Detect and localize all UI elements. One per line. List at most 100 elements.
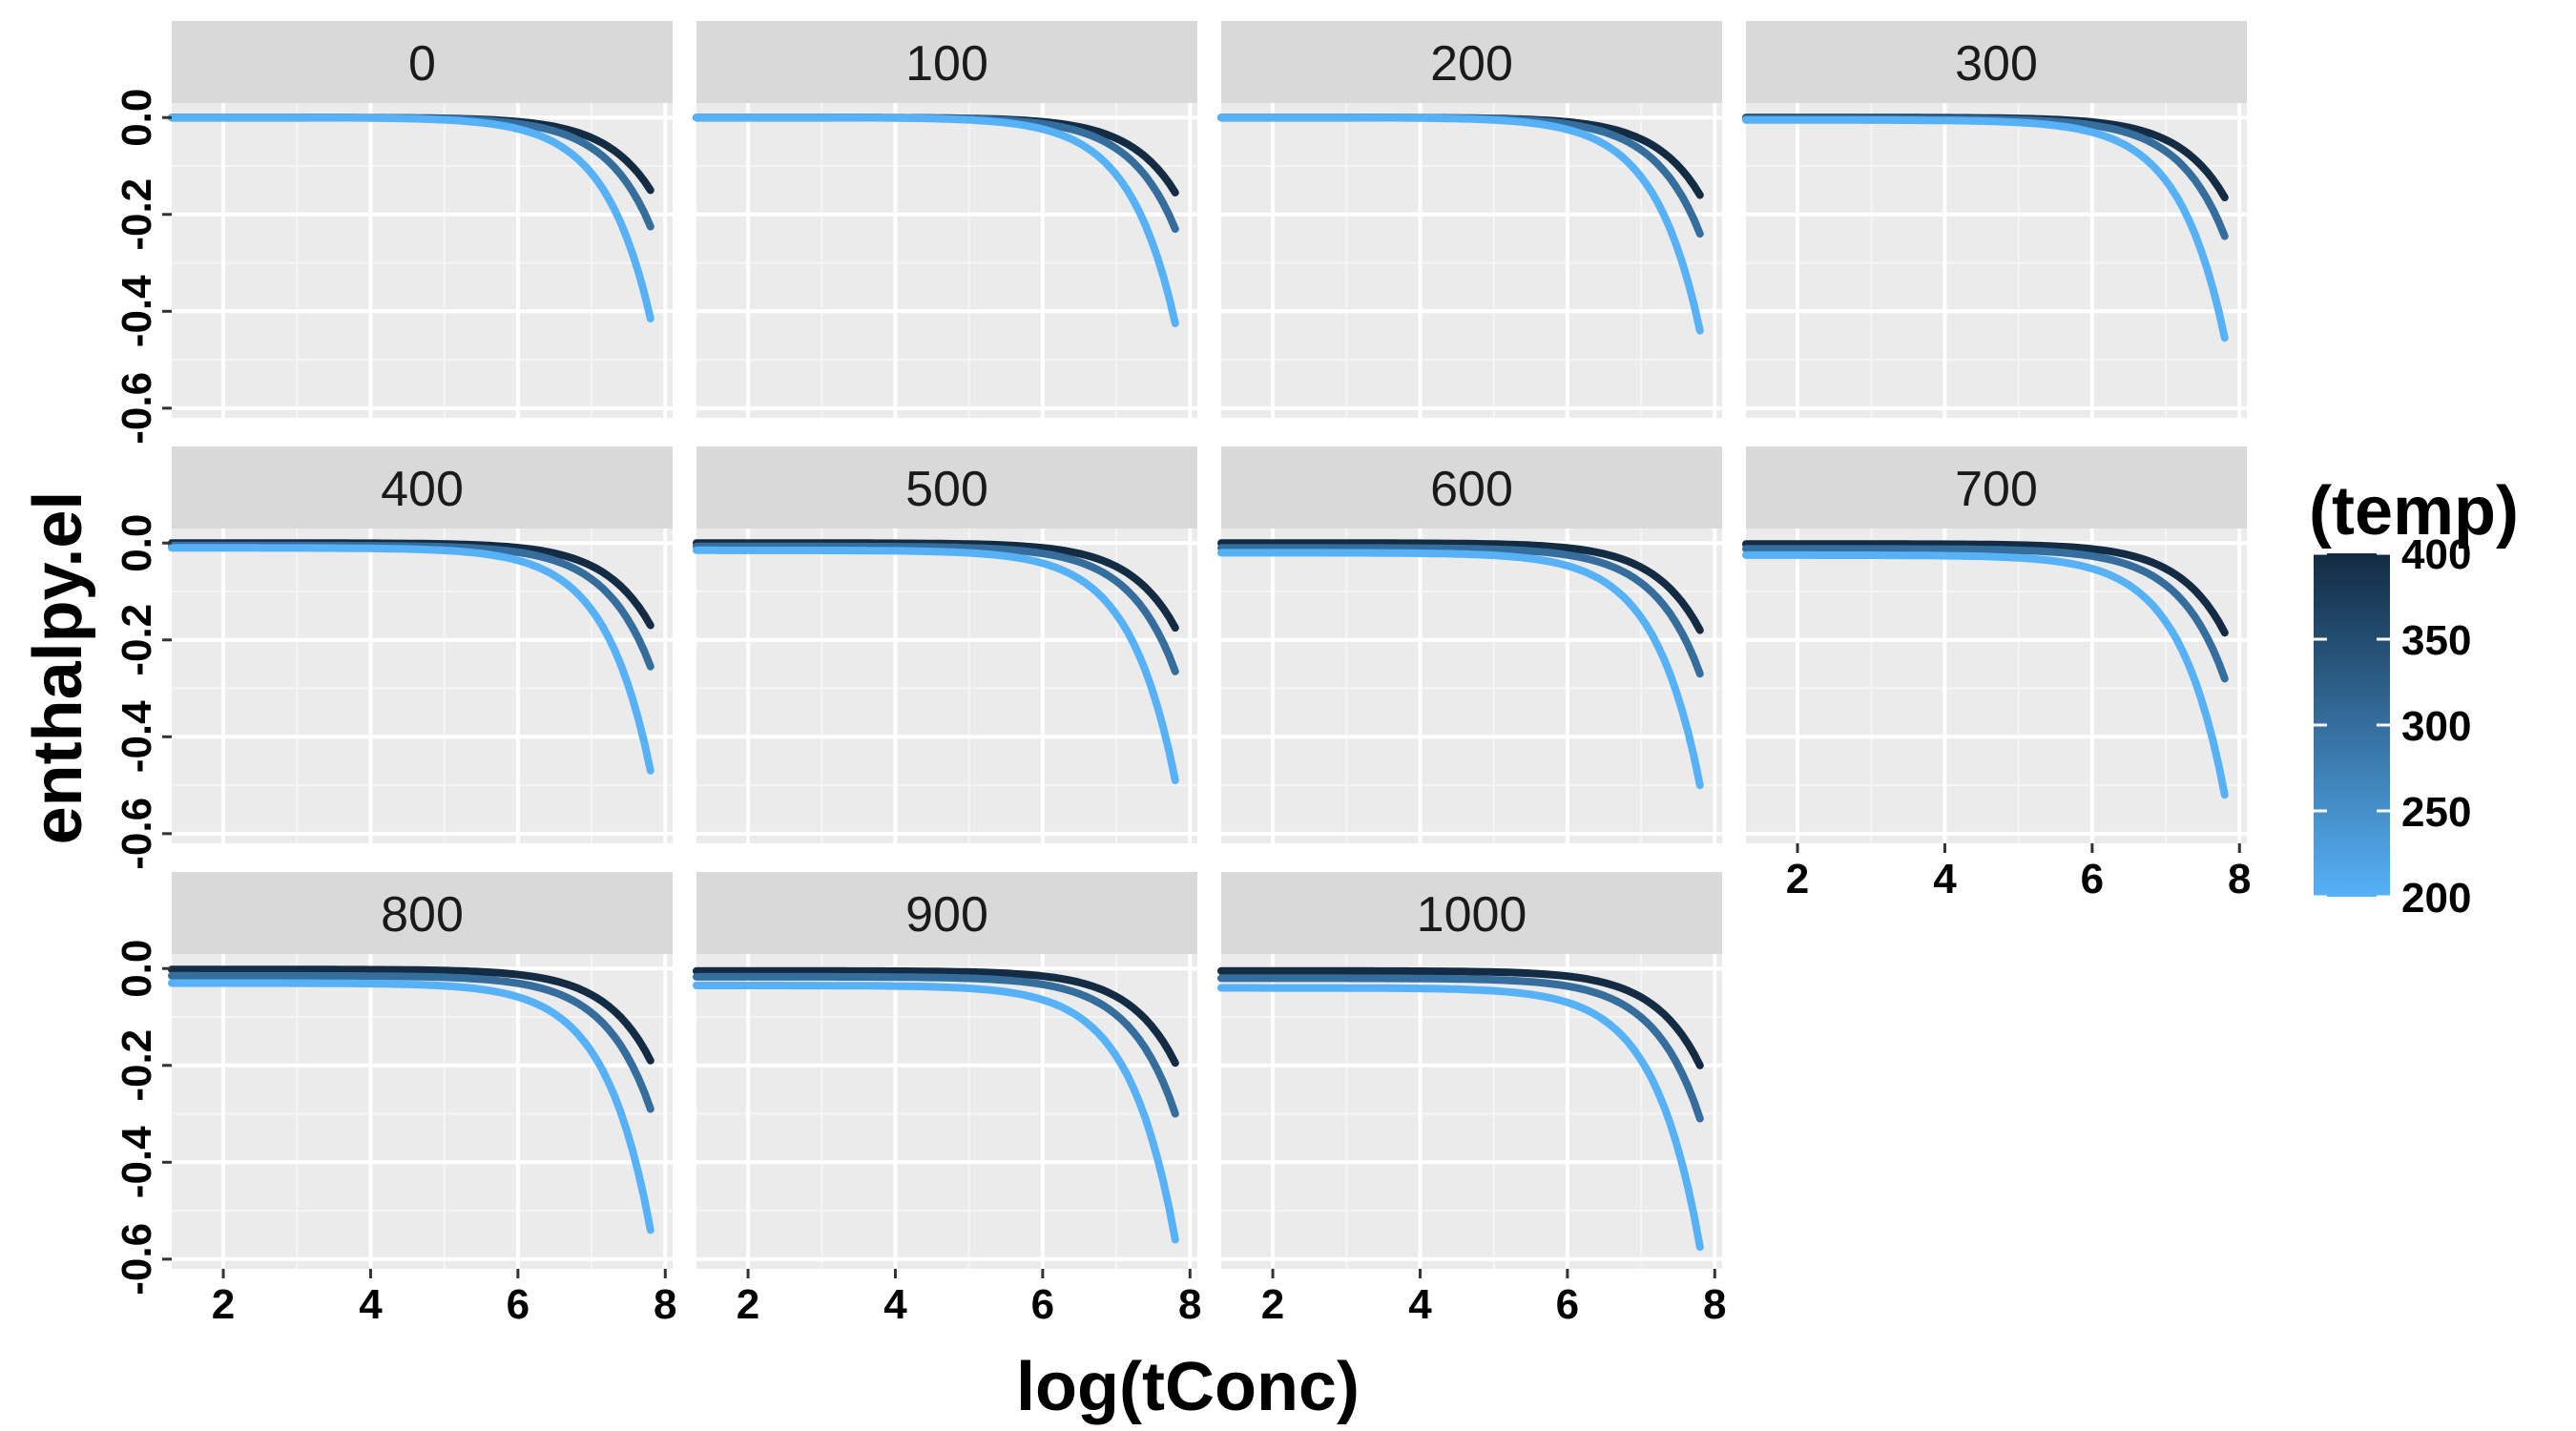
- x-tick-label: 2: [212, 1281, 235, 1328]
- plot-background: [1221, 529, 1722, 843]
- y-tick-label: -0.4: [114, 1126, 160, 1198]
- x-tick-label: 2: [1261, 1281, 1284, 1328]
- x-tick-label: 8: [654, 1281, 676, 1328]
- x-tick-label: 4: [359, 1281, 383, 1328]
- y-tick-label: -0.2: [114, 1029, 160, 1102]
- legend-tick-label: 250: [2401, 789, 2471, 836]
- facet-panel-1000: 1000: [1217, 872, 1722, 1269]
- facet-panel-600: 600: [1217, 446, 1722, 843]
- series-line-temp-300: [1742, 545, 2229, 683]
- plot-background: [1746, 103, 2247, 418]
- x-axis-ticks: 2 4 6 8 2 4 6 8 2 4 6 8 2 4 6 8: [212, 843, 2252, 1328]
- plot-background: [1221, 954, 1722, 1269]
- y-tick-label: -0.6: [114, 1223, 160, 1296]
- plot-background: [172, 529, 673, 843]
- series-line-temp-300: [693, 542, 1179, 675]
- facet-panel-400: 400: [168, 446, 673, 843]
- x-tick-label: 6: [2081, 856, 2104, 902]
- facet-label: 900: [905, 887, 988, 943]
- x-axis-title: log(tConc): [1016, 1349, 1360, 1425]
- x-tick-label: 4: [1408, 1281, 1432, 1328]
- facet-panel-800: 800: [168, 872, 673, 1269]
- series-line-temp-200: [693, 546, 1179, 784]
- series-line-temp-200: [1742, 550, 2229, 799]
- x-tick-label: 2: [737, 1281, 759, 1328]
- series-line-temp-200: [168, 979, 654, 1234]
- series-line-temp-200: [1217, 114, 1704, 335]
- facet-panel-200: 200: [1217, 21, 1722, 418]
- facet-label: 1000: [1417, 887, 1527, 943]
- plot-background: [1221, 103, 1722, 418]
- x-tick-label: 6: [1556, 1281, 1579, 1328]
- facet-panel-700: 700: [1742, 446, 2247, 843]
- series-line-temp-400: [168, 965, 654, 1065]
- facet-panel-0: 0: [168, 21, 673, 418]
- series-line-temp-200: [693, 982, 1179, 1244]
- series-line-temp-400: [1742, 540, 2229, 637]
- facet-strip: [696, 446, 1197, 529]
- facet-label: 800: [381, 887, 464, 943]
- series-line-temp-200: [693, 114, 1179, 327]
- facet-label: 700: [1955, 462, 2038, 517]
- series-line-temp-200: [1217, 549, 1704, 790]
- x-tick-label: 4: [883, 1281, 907, 1328]
- legend-tick-label: 350: [2401, 617, 2471, 664]
- facet-label: 100: [905, 36, 988, 92]
- y-tick-label: 0.0: [114, 514, 160, 572]
- series-line-temp-400: [1217, 539, 1704, 634]
- y-tick-label: -0.4: [114, 700, 160, 773]
- legend-ticks: 400 350 300 250 200: [2314, 531, 2471, 922]
- panels-layer: 0 100 200 300 400 500 600 700 800 900 1000: [168, 21, 2247, 1269]
- x-tick-label: 8: [1703, 1281, 1726, 1328]
- y-tick-label: -0.2: [114, 604, 160, 676]
- x-tick-label: 8: [2228, 856, 2251, 902]
- facet-strip: [696, 872, 1197, 954]
- facet-strip: [1221, 21, 1722, 103]
- facet-label: 0: [408, 36, 436, 92]
- plot-background: [172, 103, 673, 418]
- facet-panel-900: 900: [693, 872, 1197, 1269]
- x-tick-label: 2: [1786, 856, 1809, 902]
- facet-panel-100: 100: [693, 21, 1197, 418]
- facet-strip: [696, 21, 1197, 103]
- y-tick-label: 0.0: [114, 940, 160, 998]
- y-tick-label: -0.4: [114, 275, 160, 347]
- facet-label: 200: [1430, 36, 1513, 92]
- series-line-temp-300: [1217, 544, 1704, 678]
- x-tick-label: 4: [1933, 856, 1957, 902]
- legend-tick-label: 300: [2401, 703, 2471, 750]
- plot-background: [696, 954, 1197, 1269]
- facet-strip: [172, 21, 673, 103]
- facet-panel-500: 500: [693, 446, 1197, 843]
- y-tick-label: -0.6: [114, 372, 160, 445]
- facet-strip: [1746, 21, 2247, 103]
- legend-title: (temp): [2309, 473, 2519, 550]
- series-line-temp-300: [168, 971, 654, 1113]
- facet-label: 400: [381, 462, 464, 517]
- facet-strip: [1746, 446, 2247, 529]
- series-line-temp-300: [693, 972, 1179, 1118]
- facet-panel-300: 300: [1742, 21, 2247, 418]
- legend-tick-label: 200: [2401, 875, 2471, 922]
- x-tick-label: 8: [1178, 1281, 1201, 1328]
- plot-background: [696, 103, 1197, 418]
- series-line-temp-400: [693, 966, 1179, 1068]
- x-tick-label: 6: [1031, 1281, 1054, 1328]
- facet-strip: [1221, 446, 1722, 529]
- facet-strip: [1221, 872, 1722, 954]
- y-tick-label: 0.0: [114, 89, 160, 147]
- facet-strip: [172, 872, 673, 954]
- facet-strip: [172, 446, 673, 529]
- legend-colorbar: (temp) 400 350 300 250 200: [2309, 473, 2519, 922]
- facet-label: 300: [1955, 36, 2038, 92]
- series-line-temp-200: [1742, 115, 2229, 342]
- plot-background: [696, 529, 1197, 843]
- y-tick-label: -0.2: [114, 178, 160, 251]
- legend-tick-label: 400: [2401, 531, 2471, 578]
- series-line-temp-300: [1217, 974, 1704, 1123]
- y-tick-label: -0.6: [114, 798, 160, 870]
- x-tick-label: 6: [507, 1281, 530, 1328]
- y-axis-ticks: 0.0 -0.2 -0.4 -0.6 0.0 -0.2 -0.4 -0.6 0.0 -0.2 -0.…: [114, 89, 172, 1296]
- y-axis-title: enthalpy.el: [20, 491, 96, 845]
